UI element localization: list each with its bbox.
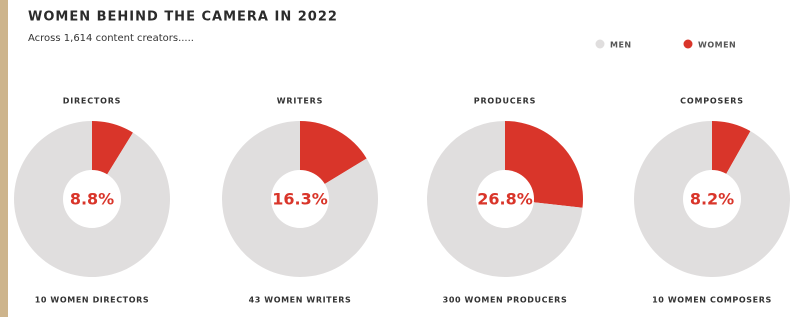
annotation: 10 WOMEN DIRECTORS: [35, 296, 150, 305]
chart-title: WOMEN BEHIND THE CAMERA IN 2022: [28, 10, 338, 25]
chart-subtitle: WRITERS: [277, 97, 323, 106]
data-label: 26.8%: [477, 190, 533, 209]
annotation: 300 WOMEN PRODUCERS: [443, 296, 568, 305]
annotation: 43 WOMEN WRITERS: [249, 296, 352, 305]
annotation: 10 WOMEN COMPOSERS: [652, 296, 772, 305]
chart-subtitle: Across 1,614 content creators.....: [28, 33, 194, 44]
legend-label: MEN: [610, 41, 632, 50]
chart: WOMEN BEHIND THE CAMERA IN 2022 Across 1…: [0, 0, 808, 317]
data-label: 16.3%: [272, 190, 328, 209]
page: {"header": {"title": "WOMEN BEHIND THE C…: [0, 0, 808, 317]
data-label: 8.2%: [690, 190, 734, 209]
legend-swatch: [684, 40, 693, 49]
chart-subtitle: PRODUCERS: [474, 97, 536, 106]
legend-label: WOMEN: [698, 41, 736, 50]
legend-swatch: [596, 40, 605, 49]
data-label: 8.8%: [70, 190, 114, 209]
chart-subtitle: COMPOSERS: [680, 97, 744, 106]
chart-subtitle: DIRECTORS: [63, 97, 122, 106]
